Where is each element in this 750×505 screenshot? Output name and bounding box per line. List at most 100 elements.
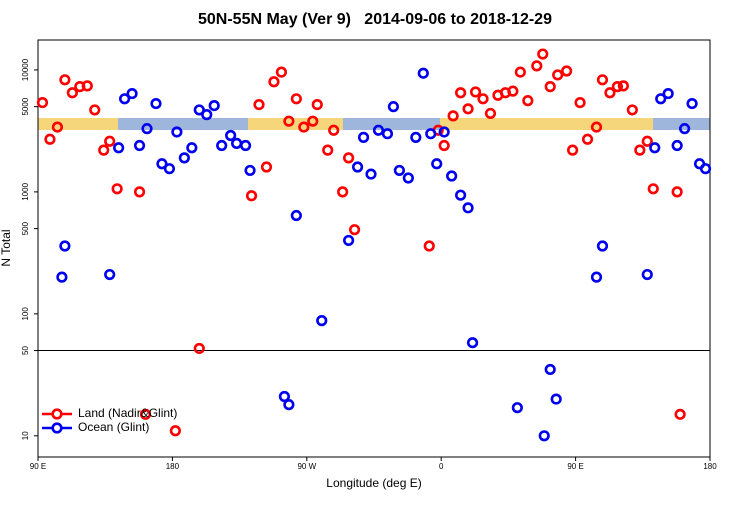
point bbox=[699, 163, 712, 175]
chart-title: 50N-55N May (Ver 9) 2014-09-06 to 2018-1… bbox=[198, 11, 552, 28]
point bbox=[113, 142, 125, 154]
legend: Land (Nadir&Glint)Ocean (Glint) bbox=[42, 406, 177, 434]
point bbox=[410, 131, 422, 143]
point bbox=[674, 408, 686, 420]
series-points bbox=[36, 48, 686, 437]
land-strip bbox=[38, 118, 118, 130]
point bbox=[208, 100, 220, 112]
point bbox=[163, 163, 176, 175]
point bbox=[634, 144, 646, 156]
point bbox=[611, 81, 624, 93]
point bbox=[462, 202, 474, 214]
point bbox=[225, 129, 237, 142]
point bbox=[139, 408, 152, 420]
y-tick-label: 10000 bbox=[21, 58, 30, 81]
x-tick-label: 180 bbox=[166, 462, 180, 471]
point bbox=[574, 96, 586, 109]
x-tick-label: 90 E bbox=[567, 462, 583, 471]
point bbox=[671, 186, 683, 198]
point bbox=[328, 124, 340, 136]
y-tick-label: 500 bbox=[21, 221, 30, 235]
point bbox=[278, 390, 291, 403]
point bbox=[298, 121, 310, 133]
y-tick-label: 100 bbox=[21, 307, 30, 321]
point bbox=[186, 142, 198, 154]
legend-marker bbox=[51, 422, 63, 434]
point bbox=[590, 271, 603, 283]
point bbox=[201, 109, 213, 121]
series-points bbox=[56, 67, 712, 442]
point bbox=[522, 95, 534, 107]
point bbox=[387, 101, 400, 113]
point bbox=[193, 104, 205, 116]
point bbox=[126, 87, 138, 100]
point bbox=[590, 121, 603, 133]
point bbox=[104, 135, 116, 147]
point bbox=[81, 80, 93, 92]
point bbox=[455, 189, 467, 201]
x-tick-label: 180 bbox=[703, 462, 717, 471]
point bbox=[550, 393, 562, 405]
point bbox=[581, 133, 594, 145]
point bbox=[98, 144, 110, 156]
point bbox=[686, 97, 698, 110]
point bbox=[290, 209, 302, 222]
point bbox=[531, 60, 543, 72]
legend-label: Ocean (Glint) bbox=[78, 420, 149, 434]
land-strip bbox=[440, 118, 653, 130]
y-tick-label: 1000 bbox=[21, 182, 30, 200]
point bbox=[402, 172, 414, 184]
point bbox=[275, 66, 288, 78]
land-strip bbox=[248, 118, 343, 130]
point bbox=[44, 133, 56, 145]
point bbox=[671, 139, 683, 152]
point bbox=[253, 98, 265, 111]
point bbox=[538, 430, 550, 442]
point bbox=[307, 115, 319, 127]
point bbox=[268, 76, 280, 88]
point bbox=[393, 164, 405, 177]
point bbox=[89, 104, 101, 116]
legend-marker bbox=[51, 408, 63, 420]
point bbox=[51, 121, 64, 133]
point bbox=[544, 363, 556, 376]
point bbox=[119, 93, 131, 105]
point bbox=[178, 152, 190, 164]
point bbox=[66, 87, 78, 99]
x-tick-label: 0 bbox=[439, 462, 444, 471]
point bbox=[343, 234, 355, 247]
point bbox=[537, 48, 549, 60]
point bbox=[141, 123, 153, 135]
point bbox=[283, 115, 295, 127]
point bbox=[455, 87, 467, 99]
point bbox=[423, 240, 435, 252]
point bbox=[514, 66, 526, 78]
x-tick-label: 90 E bbox=[30, 462, 46, 471]
point bbox=[156, 158, 168, 170]
point bbox=[290, 93, 302, 105]
point bbox=[133, 186, 146, 198]
point bbox=[617, 80, 629, 92]
point bbox=[596, 74, 609, 86]
point bbox=[337, 186, 349, 198]
point bbox=[596, 240, 609, 252]
point bbox=[372, 124, 385, 136]
point bbox=[431, 158, 443, 170]
point bbox=[679, 123, 691, 135]
point bbox=[647, 183, 659, 195]
point bbox=[655, 93, 667, 105]
point bbox=[446, 170, 458, 182]
point bbox=[316, 315, 328, 327]
point bbox=[171, 126, 183, 138]
point bbox=[59, 240, 71, 252]
point bbox=[552, 69, 564, 81]
y-tick-label: 10 bbox=[21, 431, 30, 440]
point bbox=[56, 271, 68, 283]
point bbox=[604, 87, 616, 99]
point bbox=[567, 144, 579, 156]
point bbox=[447, 110, 459, 122]
point bbox=[260, 161, 273, 173]
point bbox=[484, 107, 497, 120]
x-tick-label: 90 W bbox=[297, 462, 316, 471]
